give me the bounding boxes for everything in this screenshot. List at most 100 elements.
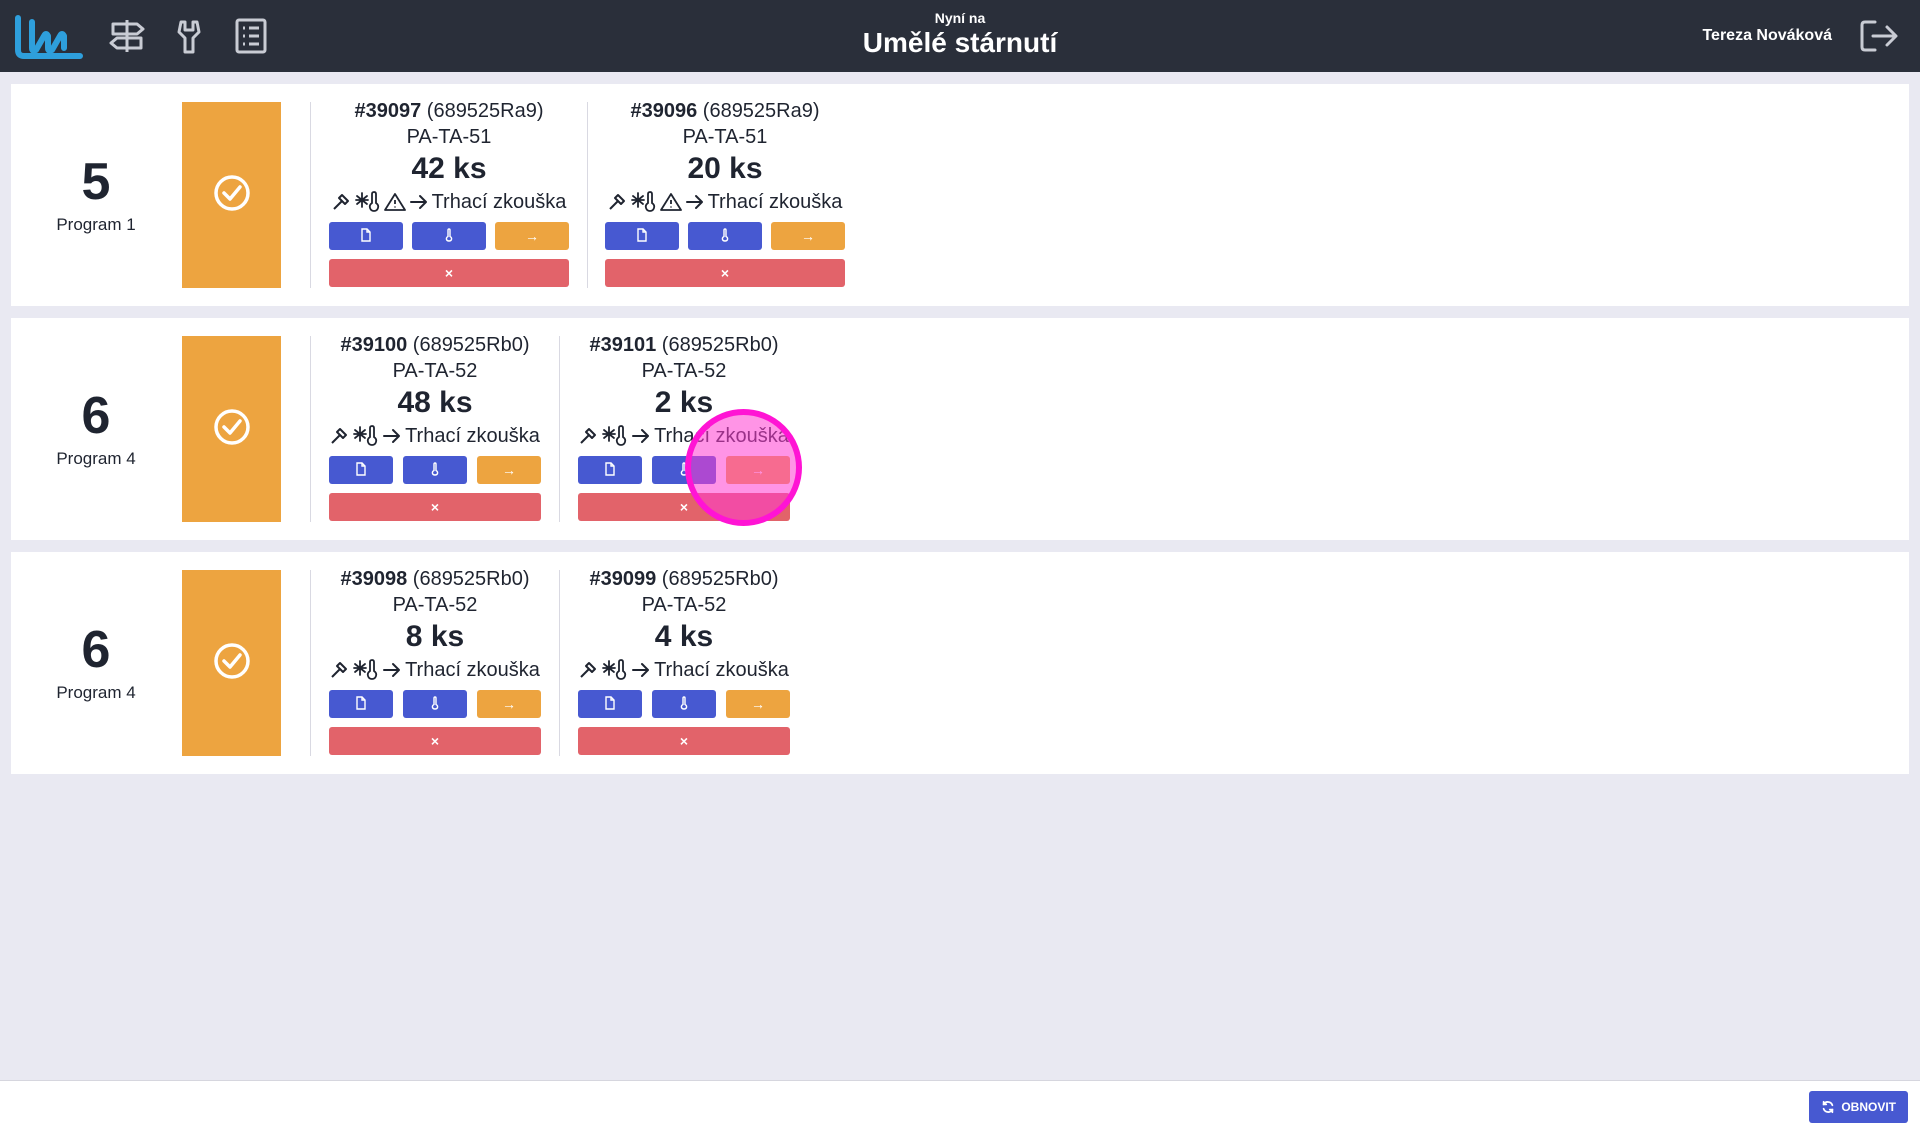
arrow-right-icon xyxy=(382,661,402,679)
quantity: 48 ks xyxy=(397,386,473,419)
check-circle-icon xyxy=(212,641,252,686)
status-tile[interactable] xyxy=(182,336,281,522)
thermometer-icon xyxy=(445,228,453,244)
operation-flow: Trhací zkouška xyxy=(329,188,569,216)
quantity: 8 ks xyxy=(405,620,465,653)
remove-label: × xyxy=(679,499,689,515)
temperature-button[interactable] xyxy=(403,456,467,484)
batch-summary: 5 Program 1 xyxy=(11,84,181,306)
order-card: #39100 (689525Rb0) PA-TA-52 48 ks Trhací zk… xyxy=(329,332,541,521)
next-step-label: Trhací zkouška xyxy=(654,425,789,447)
divider xyxy=(587,102,588,288)
order-card: #39099 (689525Rb0) PA-TA-52 4 ks Trhací zko… xyxy=(578,566,790,755)
remove-button[interactable]: × xyxy=(605,259,845,287)
next-step-button[interactable]: → xyxy=(726,456,790,484)
order-id: #39101 xyxy=(589,334,657,356)
thermometer-icon xyxy=(680,462,688,478)
next-arrow-label: → xyxy=(502,462,516,478)
divider xyxy=(559,336,560,522)
thermometer-icon xyxy=(721,228,729,244)
hammer-icon xyxy=(330,426,350,446)
operation-flow: Trhací zkouška xyxy=(329,422,541,450)
order-code: (689525Rb0) xyxy=(661,568,779,590)
quantity: 20 ks xyxy=(687,152,763,185)
batch-row: 6 Program 4 #39100 (689525Rb0) PA-TA-52 48 k… xyxy=(11,318,1909,540)
footer-bar: OBNOVIT xyxy=(0,1080,1920,1132)
order-id: #39100 xyxy=(340,334,408,356)
next-step-label: Trhací zkouška xyxy=(405,659,540,681)
order-id: #39097 xyxy=(354,100,422,122)
next-step-button[interactable]: → xyxy=(477,690,541,718)
temperature-button[interactable] xyxy=(652,690,716,718)
remove-label: × xyxy=(430,733,440,749)
document-icon xyxy=(604,462,616,478)
document-button[interactable] xyxy=(605,222,679,250)
batch-number: 5 xyxy=(81,153,111,211)
document-button[interactable] xyxy=(578,690,642,718)
remove-button[interactable]: × xyxy=(329,727,541,755)
remove-button[interactable]: × xyxy=(329,493,541,521)
freeze-temperature-icon xyxy=(602,425,628,447)
divider xyxy=(310,102,311,288)
document-button[interactable] xyxy=(329,456,393,484)
remove-button[interactable]: × xyxy=(578,493,790,521)
order-code: (689525Rb0) xyxy=(412,568,530,590)
batch-number: 6 xyxy=(81,621,111,679)
part-number: PA-TA-52 xyxy=(392,360,478,382)
temperature-button[interactable] xyxy=(403,690,467,718)
hammer-icon xyxy=(330,660,350,680)
batch-number: 6 xyxy=(81,387,111,445)
document-icon xyxy=(355,462,367,478)
user-name: Tereza Nováková xyxy=(1702,27,1832,44)
warning-icon xyxy=(383,192,406,212)
next-arrow-label: → xyxy=(525,228,539,244)
order-header: #39099 (689525Rb0) xyxy=(578,566,790,592)
operation-flow: Trhací zkouška xyxy=(578,422,790,450)
action-buttons: → xyxy=(578,456,790,484)
tool-icon[interactable] xyxy=(158,0,220,72)
order-code: (689525Rb0) xyxy=(661,334,779,356)
order-card: #39097 (689525Ra9) PA-TA-51 42 ks Trhací zk… xyxy=(329,98,569,287)
next-arrow-label: → xyxy=(801,228,815,244)
remove-button[interactable]: × xyxy=(578,727,790,755)
top-bar: Nyní na Umělé stárnutí Tereza Nováková xyxy=(0,0,1920,72)
document-button[interactable] xyxy=(329,690,393,718)
signpost-icon[interactable] xyxy=(96,0,158,72)
remove-button[interactable]: × xyxy=(329,259,569,287)
batch-summary: 6 Program 4 xyxy=(11,552,181,774)
temperature-button[interactable] xyxy=(652,456,716,484)
status-tile[interactable] xyxy=(182,102,281,288)
document-button[interactable] xyxy=(329,222,403,250)
order-code: (689525Ra9) xyxy=(702,100,820,122)
next-step-button[interactable]: → xyxy=(726,690,790,718)
check-circle-icon xyxy=(212,173,252,218)
part-number: PA-TA-52 xyxy=(641,594,727,616)
thermometer-icon xyxy=(431,462,439,478)
next-step-button[interactable]: → xyxy=(771,222,845,250)
document-button[interactable] xyxy=(578,456,642,484)
part-number: PA-TA-52 xyxy=(392,594,478,616)
next-step-button[interactable]: → xyxy=(495,222,569,250)
program-label: Program 4 xyxy=(56,449,136,468)
order-header: #39096 (689525Ra9) xyxy=(605,98,845,124)
temperature-button[interactable] xyxy=(412,222,486,250)
operation-flow: Trhací zkouška xyxy=(329,656,541,684)
list-icon[interactable] xyxy=(220,0,282,72)
status-tile[interactable] xyxy=(182,570,281,756)
action-buttons: → xyxy=(329,456,541,484)
quantity: 4 ks xyxy=(654,620,714,653)
next-step-button[interactable]: → xyxy=(477,456,541,484)
quantity: 2 ks xyxy=(654,386,714,419)
refresh-button[interactable]: OBNOVIT xyxy=(1809,1091,1908,1123)
logout-icon[interactable] xyxy=(1856,14,1902,58)
freeze-temperature-icon xyxy=(353,425,379,447)
divider xyxy=(310,570,311,756)
part-number: PA-TA-51 xyxy=(682,126,768,148)
freeze-temperature-icon xyxy=(354,191,381,213)
temperature-button[interactable] xyxy=(688,222,762,250)
thermometer-icon xyxy=(680,696,688,712)
order-code: (689525Rb0) xyxy=(412,334,530,356)
page-heading: Nyní na Umělé stárnutí xyxy=(0,10,1920,60)
app-logo[interactable] xyxy=(14,0,84,72)
document-icon xyxy=(604,696,616,712)
